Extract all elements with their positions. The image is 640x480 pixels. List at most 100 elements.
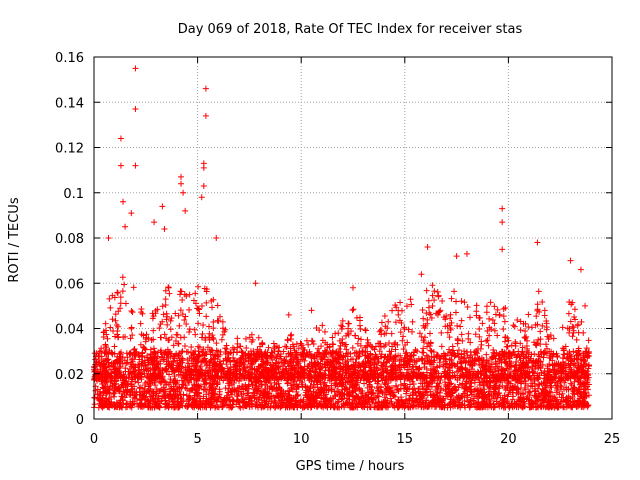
data-point [318, 343, 325, 350]
data-point [402, 341, 409, 348]
data-point [565, 386, 572, 393]
data-point [381, 312, 388, 319]
data-point [100, 385, 107, 392]
data-point [191, 392, 198, 399]
data-point [300, 398, 307, 405]
data-point [497, 375, 504, 382]
data-point [560, 346, 567, 353]
data-point [504, 361, 511, 368]
data-point [353, 386, 360, 393]
data-point [501, 318, 508, 325]
data-point [374, 365, 381, 372]
data-point [531, 387, 538, 394]
data-point [500, 326, 507, 333]
data-point [162, 301, 169, 308]
data-point [210, 319, 217, 326]
data-point [541, 370, 548, 377]
data-point [370, 390, 377, 397]
data-point [182, 364, 189, 371]
data-point [554, 352, 561, 359]
data-point [200, 393, 207, 400]
data-point [475, 399, 482, 406]
data-point [179, 348, 186, 355]
data-point [277, 390, 284, 397]
data-point [545, 374, 552, 381]
data-point [288, 384, 295, 391]
data-point [462, 388, 469, 395]
data-point [554, 387, 561, 394]
data-point [124, 401, 131, 408]
data-point [129, 332, 136, 339]
data-point [272, 362, 279, 369]
data-point [555, 400, 562, 407]
data-point [142, 396, 149, 403]
data-point [195, 283, 202, 290]
data-point [414, 398, 421, 405]
data-point [479, 394, 486, 401]
data-point [287, 398, 294, 405]
data-point [317, 400, 324, 407]
data-point [561, 379, 568, 386]
data-point [575, 397, 582, 404]
data-point [254, 346, 261, 353]
data-point [110, 390, 117, 397]
data-point [249, 382, 256, 389]
data-point [124, 359, 131, 366]
data-point [321, 398, 328, 405]
data-point [211, 373, 218, 380]
data-point [388, 362, 395, 369]
data-point [185, 360, 192, 367]
data-point [473, 347, 480, 354]
data-point [476, 315, 483, 322]
data-point [383, 399, 390, 406]
data-point [584, 368, 591, 375]
data-point [531, 339, 538, 346]
data-point [491, 365, 498, 372]
data-point [426, 342, 433, 349]
data-point [386, 387, 393, 394]
data-point [202, 398, 209, 405]
data-point [264, 404, 271, 411]
data-point [357, 387, 364, 394]
data-point [500, 306, 507, 313]
data-point [112, 365, 119, 372]
data-point [91, 401, 98, 408]
data-point [382, 375, 389, 382]
data-point [186, 306, 193, 313]
data-point [420, 392, 427, 399]
data-point [98, 356, 105, 363]
data-point [234, 344, 241, 351]
data-point [362, 327, 369, 334]
data-point [279, 363, 286, 370]
data-point [266, 394, 273, 401]
data-point [443, 313, 450, 320]
data-point [304, 403, 311, 410]
data-point [438, 329, 445, 336]
data-point [486, 392, 493, 399]
data-point [157, 387, 164, 394]
data-point [313, 379, 320, 386]
data-point [209, 396, 216, 403]
data-point [149, 379, 156, 386]
data-point [420, 337, 427, 344]
data-point [478, 338, 485, 345]
data-point [436, 359, 443, 366]
data-point [571, 378, 578, 385]
data-point [184, 369, 191, 376]
data-point [181, 343, 188, 350]
data-point [163, 400, 170, 407]
data-point [207, 404, 214, 411]
data-point [527, 404, 534, 411]
data-point [492, 391, 499, 398]
data-point [124, 387, 131, 394]
data-point [401, 380, 408, 387]
data-point [464, 304, 471, 310]
data-point [302, 383, 309, 390]
data-point [283, 343, 290, 350]
data-point [233, 392, 240, 399]
data-point [243, 385, 250, 392]
data-point [338, 403, 345, 410]
data-point [490, 371, 497, 378]
data-point [487, 299, 494, 306]
data-point [459, 355, 466, 362]
